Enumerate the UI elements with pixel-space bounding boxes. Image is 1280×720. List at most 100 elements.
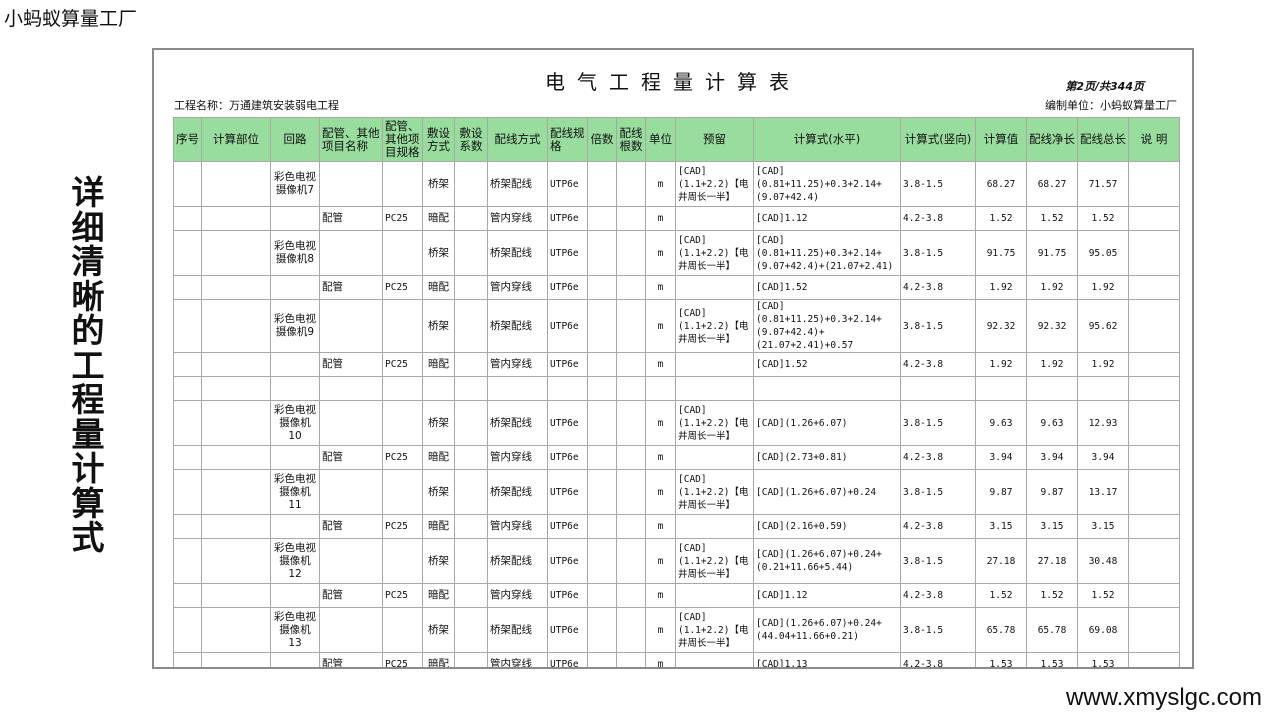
table-cell [1128,652,1180,667]
table-cell [616,206,646,231]
table-cell: 1.53 [1077,652,1129,667]
table-cell: UTP6e [547,275,588,300]
table-cell [454,376,488,401]
table-cell [616,352,646,377]
table-cell [173,299,202,353]
table-cell: UTP6e [547,538,588,584]
table-cell: [CAD](1.1+2.2)【电井周长一半】 [675,299,754,353]
table-cell [1128,161,1180,207]
table-cell: 桥架配线 [487,607,548,653]
table-cell [616,514,646,539]
table-cell [173,583,202,608]
table-cell [587,275,617,300]
column-header: 配线方式 [487,117,548,162]
table-cell: 4.2-3.8 [900,514,976,539]
table-cell [587,299,617,353]
table-cell: 桥架 [422,230,455,276]
table-cell: PC25 [382,583,423,608]
table-cell [319,607,383,653]
table-cell [1128,376,1180,401]
table-cell [173,275,202,300]
table-cell [454,538,488,584]
table-cell: PC25 [382,514,423,539]
table-cell [201,538,271,584]
table-cell: 1.52 [1026,206,1078,231]
table-cell: 1.52 [975,206,1027,231]
table-cell [587,538,617,584]
table-cell [454,352,488,377]
table-cell [319,538,383,584]
table-cell: 3.15 [1077,514,1129,539]
table-cell [173,376,202,401]
table-cell [587,376,617,401]
table-cell [201,230,271,276]
table-cell [587,161,617,207]
table-cell [201,161,271,207]
table-cell [675,206,754,231]
table-cell [454,299,488,353]
table-cell: PC25 [382,652,423,667]
table-cell [587,583,617,608]
table-cell: 暗配 [422,583,455,608]
table-cell: 3.8-1.5 [900,230,976,276]
table-cell [201,400,271,446]
table-cell: [CAD](1.1+2.2)【电井周长一半】 [675,469,754,515]
table-cell: [CAD](1.26+6.07) [753,400,901,446]
table-cell: 1.92 [975,352,1027,377]
table-cell [454,161,488,207]
table-cell [319,299,383,353]
column-header: 敷设方式 [422,117,455,162]
table-cell: 3.8-1.5 [900,400,976,446]
table-cell [1128,514,1180,539]
website-url: www.xmyslgc.com [1066,684,1263,711]
table-cell [675,445,754,470]
table-cell: m [645,652,676,667]
table-cell [201,514,271,539]
table-cell [454,514,488,539]
table-cell [319,161,383,207]
table-cell [587,445,617,470]
table-cell: [CAD]1.12 [753,206,901,231]
table-cell: UTP6e [547,583,588,608]
table-cell [270,206,320,231]
table-cell: 91.75 [1026,230,1078,276]
table-cell: 桥架配线 [487,538,548,584]
table-cell: 92.32 [975,299,1027,353]
table-cell [487,376,548,401]
table-cell [675,514,754,539]
table-cell: m [645,445,676,470]
table-cell [1026,376,1078,401]
table-cell: 13.17 [1077,469,1129,515]
table-row: 配管 PC25 暗配 管内穿线 UTP6e m [CAD](2.73+0.81) 4.2-3.… [173,445,1180,470]
table-cell [1128,206,1180,231]
table-cell [201,469,271,515]
table-cell: 1.92 [1026,275,1078,300]
table-cell: m [645,400,676,446]
table-cell: 65.78 [1026,607,1078,653]
column-header: 计算值 [975,117,1027,162]
table-cell: UTP6e [547,352,588,377]
table-cell [1128,538,1180,584]
table-cell [454,206,488,231]
table-cell: 桥架配线 [487,299,548,353]
column-header: 说 明 [1128,117,1180,162]
table-cell [173,514,202,539]
table-cell: 1.52 [1026,583,1078,608]
table-cell: 1.53 [1026,652,1078,667]
table-cell [587,400,617,446]
table-cell [319,400,383,446]
table-cell: 4.2-3.8 [900,206,976,231]
table-cell: 1.92 [975,275,1027,300]
table-cell: [CAD]1.52 [753,352,901,377]
table-cell: 配管 [319,652,383,667]
table-cell [645,376,676,401]
table-cell [1128,445,1180,470]
table-cell [270,376,320,401]
table-cell: UTP6e [547,230,588,276]
table-cell: 68.27 [1026,161,1078,207]
table-cell [422,376,455,401]
table-cell [675,583,754,608]
table-cell: [CAD]1.52 [753,275,901,300]
table-cell: UTP6e [547,400,588,446]
table-cell: UTP6e [547,469,588,515]
